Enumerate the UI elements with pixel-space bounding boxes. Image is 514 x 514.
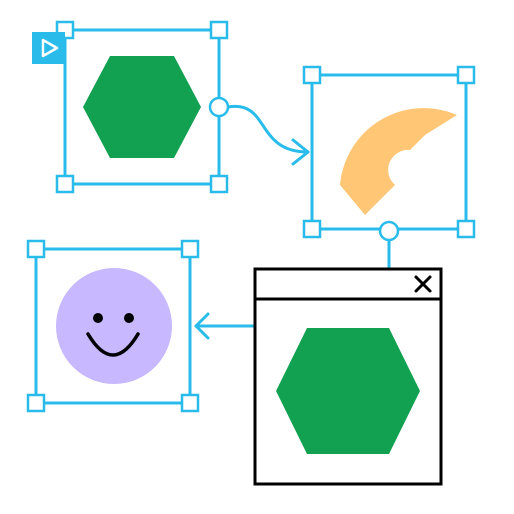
chevron-arrow-icon: [194, 312, 210, 340]
connection-point[interactable]: [378, 220, 400, 242]
node-arc[interactable]: [302, 65, 476, 239]
resize-handle-top-left[interactable]: [26, 239, 46, 259]
selection-frame: [34, 247, 192, 405]
resize-handle-top-left[interactable]: [302, 65, 322, 85]
play-triangle-icon[interactable]: [32, 32, 65, 64]
chevron-arrow-icon: [291, 138, 310, 166]
connector-hexagon-to-arc[interactable]: [208, 96, 310, 166]
resize-handle-top-right[interactable]: [456, 65, 476, 85]
hexagon-shape: [83, 56, 201, 158]
resize-handle-bottom-right[interactable]: [209, 174, 229, 194]
connection-point[interactable]: [208, 96, 230, 118]
smiley-face-icon: [56, 268, 172, 384]
connector-line: [226, 104, 310, 154]
node-smiley[interactable]: [26, 239, 200, 413]
resize-handle-bottom-right[interactable]: [180, 393, 200, 413]
hexagon-shape: [276, 328, 420, 454]
resize-handle-bottom-left[interactable]: [55, 174, 75, 194]
connector-arc-to-window[interactable]: [378, 220, 400, 271]
preview-window[interactable]: [253, 267, 443, 486]
resize-handle-top-right[interactable]: [209, 20, 229, 40]
resize-handle-bottom-left[interactable]: [302, 219, 322, 239]
arc-shape: [340, 108, 457, 215]
close-x-icon[interactable]: [414, 275, 432, 293]
node-hexagon[interactable]: [55, 20, 229, 194]
resize-handle-bottom-right[interactable]: [456, 219, 476, 239]
resize-handle-top-right[interactable]: [180, 239, 200, 259]
resize-handle-bottom-left[interactable]: [26, 393, 46, 413]
connector-window-to-smiley[interactable]: [194, 312, 256, 340]
